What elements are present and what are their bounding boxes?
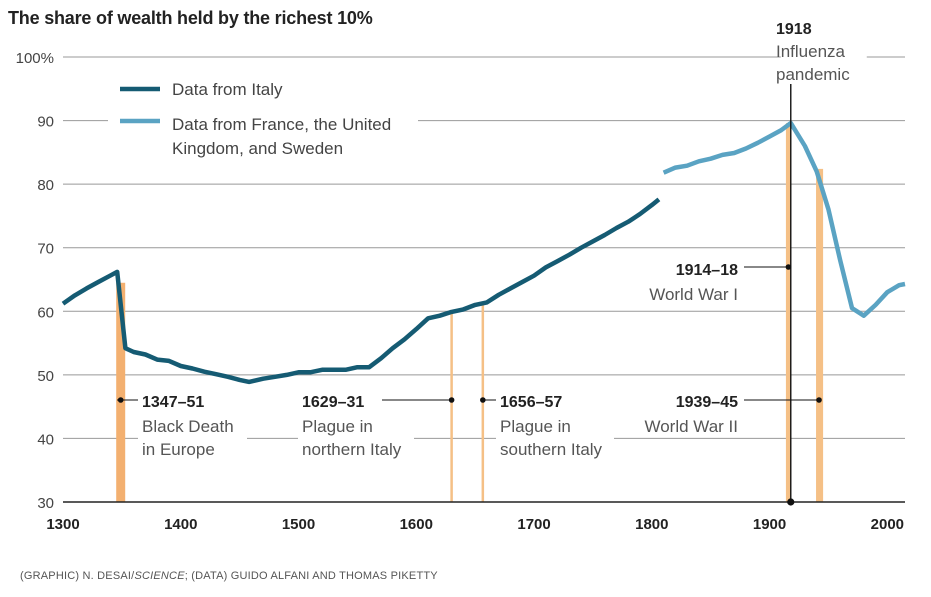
y-tick-label: 90 [37,114,54,131]
legend-label-france-uk-sweden: Data from France, the United Kingdom, and… [172,115,391,158]
annotation-year: 1918 [776,21,812,38]
x-tick-label: 1600 [400,516,433,533]
y-tick-label: 100% [16,50,54,67]
y-tick-label: 60 [37,304,54,321]
annotation-background [654,255,742,304]
annotation-desc: northern Italy [302,440,402,459]
annotation-year: 1939–45 [676,394,738,411]
legend-label-line: Data from France, the United [172,115,391,134]
x-tick-label: 2000 [871,516,904,533]
annotation-desc: Black Death [142,417,234,436]
annotation-desc: World War I [649,285,738,304]
annotation-desc: southern Italy [500,440,603,459]
annotation-dot [117,397,124,403]
annotation-desc: World War II [644,417,738,436]
annotation-dot [785,264,792,270]
annotation-year: 1629–31 [302,394,364,411]
y-tick-label: 30 [37,495,54,512]
influenza-marker-dot [787,498,795,506]
credit-publication: SCIENCE [134,570,185,582]
legend-label-italy: Data from Italy [172,80,283,99]
annotation-background [780,12,867,84]
series-line-italy [61,197,661,385]
annotation-plague-north: 1629–31 Plague in northern Italy [298,387,414,459]
y-tick-label: 50 [37,368,54,385]
annotation-background [138,387,247,459]
annotation-desc: Plague in [302,417,373,436]
annotation-wwii: 1939–45 World War II [644,387,742,436]
annotation-year: 1914–18 [676,262,738,279]
y-tick-label: 80 [37,177,54,194]
y-tick-label: 70 [37,241,54,258]
annotation-year: 1656–57 [500,394,562,411]
source-credit: (GRAPHIC) N. DESAI/SCIENCE; (DATA) GUIDO… [20,570,438,582]
annotation-black-death: 1347–51 Black Death in Europe [138,387,247,459]
annotation-influenza: 1918 Influenza pandemic [776,12,867,84]
annotation-plague-south: 1656–57 Plague in southern Italy [496,387,614,459]
annotation-year: 1347–51 [142,394,204,411]
series-line-france-uk-sweden [662,120,906,318]
annotation-background [496,387,614,459]
y-tick-label: 40 [37,431,54,448]
annotation-wwi: 1914–18 World War I [649,255,742,304]
x-tick-label: 1900 [753,516,786,533]
x-tick-label: 1300 [46,516,79,533]
legend-label-line: Kingdom, and Sweden [172,139,343,158]
event-band [450,311,453,502]
event-band [116,282,126,502]
annotation-background [298,387,414,459]
x-tick-label: 1400 [164,516,197,533]
annotation-dot [816,397,822,403]
annotation-background [654,387,742,436]
annotation-desc: Plague in [500,417,571,436]
x-tick-label: 1700 [517,516,550,533]
credit-suffix: ; (DATA) GUIDO ALFANI AND THOMAS PIKETTY [184,570,438,582]
x-tick-label: 1500 [282,516,315,533]
annotation-desc: pandemic [776,65,850,84]
x-tick-label: 1800 [635,516,668,533]
event-band [785,123,791,502]
annotation-dot [448,397,455,403]
annotation-desc: Influenza [776,42,846,61]
chart-title: The share of wealth held by the richest … [8,8,373,28]
credit-prefix: (GRAPHIC) N. DESAI/ [20,570,135,582]
annotation-dot [480,397,486,403]
annotation-desc: in Europe [142,440,215,459]
event-band [816,168,824,502]
